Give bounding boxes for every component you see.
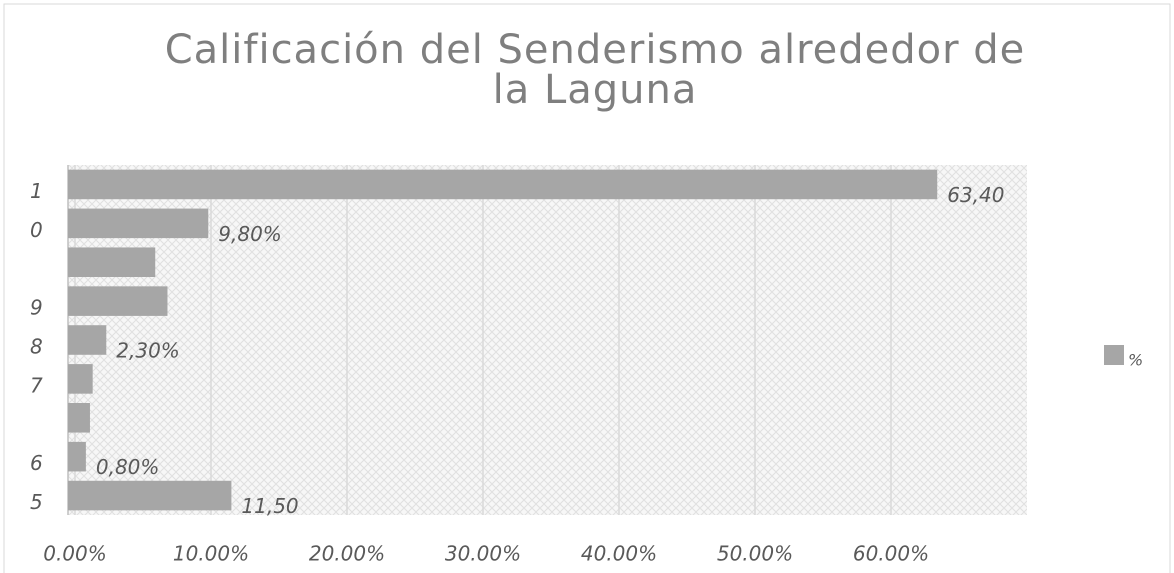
x-tick-label: 30.00% xyxy=(445,542,521,566)
y-tick-label: 1 xyxy=(30,179,43,203)
data-label: 9,80% xyxy=(218,222,282,246)
legend-label: % xyxy=(1128,351,1143,370)
y-tick-label: 9 xyxy=(30,296,43,320)
x-tick-label: 10.00% xyxy=(173,542,249,566)
bar xyxy=(68,480,232,511)
y-tick-label: 8 xyxy=(30,335,43,359)
data-label: 11,50 xyxy=(241,494,298,518)
bar xyxy=(68,169,938,200)
bar xyxy=(68,325,107,355)
chart-title: Calificación del Senderismo alrededor de… xyxy=(164,27,1026,113)
bar xyxy=(68,247,156,277)
y-tick-label: 6 xyxy=(30,451,43,475)
plot-area xyxy=(68,165,1027,515)
bar xyxy=(68,208,209,239)
bar xyxy=(68,403,90,433)
x-tick-label: 40.00% xyxy=(581,542,657,566)
bar xyxy=(68,364,93,394)
bar xyxy=(68,441,86,472)
x-tick-label: 60.00% xyxy=(853,542,929,566)
x-tick-label: 50.00% xyxy=(717,542,793,566)
data-label: 63,40 xyxy=(947,183,1004,207)
chart-border xyxy=(3,3,1171,573)
x-tick-label: 0.00% xyxy=(43,542,107,566)
x-tick-label: 20.00% xyxy=(309,542,385,566)
y-tick-label: 7 xyxy=(30,373,43,397)
y-tick-label: 0 xyxy=(30,218,43,242)
legend-swatch xyxy=(1104,345,1124,365)
bar xyxy=(68,286,168,316)
data-label: 2,30% xyxy=(116,339,180,363)
y-tick-label: 5 xyxy=(30,490,43,514)
data-label: 0,80% xyxy=(96,455,160,479)
